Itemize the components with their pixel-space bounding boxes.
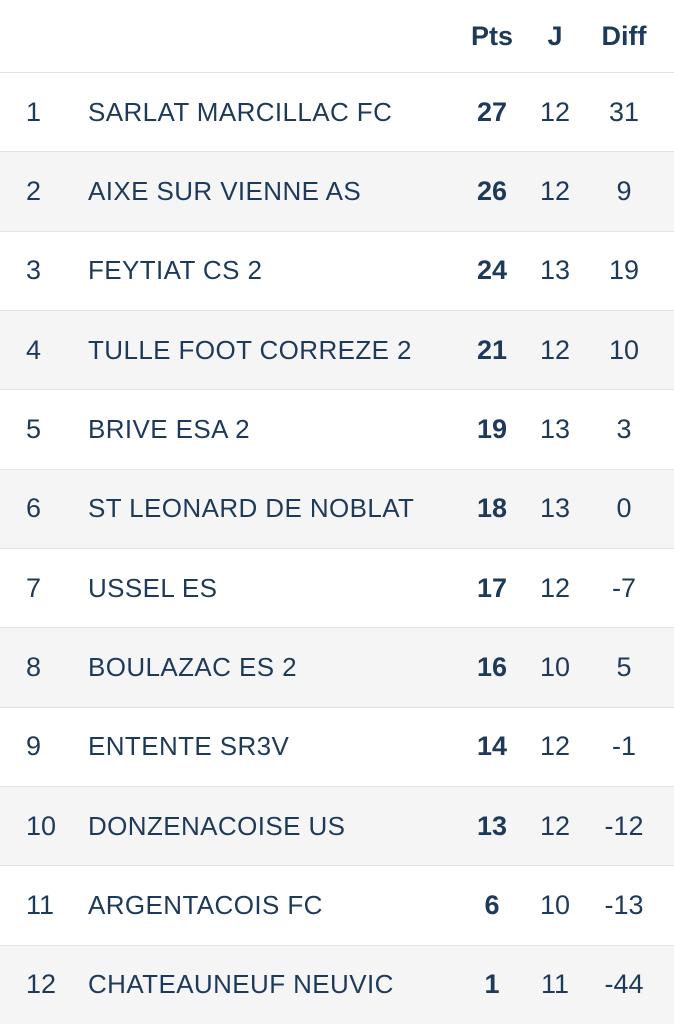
diff-cell: 9: [616, 175, 632, 206]
team-name-cell: AIXE SUR VIENNE AS: [88, 175, 362, 206]
diff-cell: 5: [616, 651, 632, 682]
rank-cell: 7: [26, 572, 42, 603]
team-row[interactable]: 4 TULLE FOOT CORREZE 2 21 12 10: [0, 309, 674, 390]
played-cell: 12: [539, 731, 571, 762]
team-row[interactable]: 1 SARLAT MARCILLAC FC 27 12 31: [0, 72, 674, 151]
rank-cell: 12: [26, 969, 57, 1000]
team-row[interactable]: 5 BRIVE ESA 2 19 13 3: [0, 389, 674, 468]
header-diff: Diff: [601, 20, 647, 51]
team-name-cell: SARLAT MARCILLAC FC: [88, 96, 393, 127]
team-name-cell: CHATEAUNEUF NEUVIC: [88, 969, 394, 1000]
diff-cell: 31: [608, 96, 640, 127]
diff-cell: 10: [608, 334, 640, 365]
played-cell: 10: [539, 651, 571, 682]
team-name-cell: ST LEONARD DE NOBLAT: [88, 493, 415, 524]
team-name-cell: DONZENACOISE US: [88, 810, 346, 841]
rank-cell: 10: [26, 810, 57, 841]
points-cell: 13: [476, 810, 508, 841]
points-cell: 27: [476, 96, 508, 127]
header-played: J: [547, 20, 563, 51]
points-cell: 14: [476, 731, 508, 762]
team-row[interactable]: 10 DONZENACOISE US 13 12 -12: [0, 785, 674, 866]
header-points: Pts: [470, 20, 514, 51]
team-row[interactable]: 7 USSEL ES 17 12 -7: [0, 547, 674, 627]
rank-cell: 1: [26, 96, 42, 127]
rank-cell: 2: [26, 175, 42, 206]
team-row[interactable]: 8 BOULAZAC ES 2 16 10 5: [0, 627, 674, 707]
played-cell: 11: [540, 969, 570, 1000]
rank-cell: 6: [26, 493, 42, 524]
diff-cell: 19: [608, 255, 640, 286]
diff-cell: -44: [604, 969, 644, 1000]
diff-cell: 0: [616, 493, 632, 524]
points-cell: 17: [476, 572, 508, 603]
points-cell: 21: [476, 334, 508, 365]
rank-cell: 3: [26, 255, 42, 286]
diff-cell: 3: [616, 413, 632, 444]
diff-cell: -7: [611, 572, 636, 603]
team-row[interactable]: 12 CHATEAUNEUF NEUVIC 1 11 -44: [0, 944, 674, 1024]
played-cell: 12: [539, 96, 571, 127]
diff-cell: -13: [604, 889, 644, 920]
played-cell: 13: [539, 493, 571, 524]
played-cell: 13: [539, 413, 571, 444]
rank-cell: 9: [26, 731, 42, 762]
rank-cell: 4: [26, 334, 42, 365]
team-row[interactable]: 6 ST LEONARD DE NOBLAT 18 13 0: [0, 468, 674, 548]
team-row[interactable]: 9 ENTENTE SR3V 14 12 -1: [0, 706, 674, 786]
diff-cell: -1: [611, 731, 636, 762]
team-row[interactable]: 11 ARGENTACOIS FC 6 10 -13: [0, 865, 674, 944]
points-cell: 26: [476, 175, 508, 206]
points-cell: 24: [476, 255, 508, 286]
played-cell: 10: [539, 889, 571, 920]
points-cell: 18: [476, 493, 508, 524]
team-name-cell: ARGENTACOIS FC: [88, 889, 323, 920]
played-cell: 12: [539, 334, 571, 365]
team-name-cell: FEYTIAT CS 2: [88, 255, 263, 286]
team-name-cell: BOULAZAC ES 2: [88, 651, 297, 682]
team-row[interactable]: 2 AIXE SUR VIENNE AS 26 12 9: [0, 151, 674, 231]
points-cell: 6: [484, 889, 500, 920]
rank-cell: 5: [26, 413, 42, 444]
played-cell: 12: [539, 810, 571, 841]
points-cell: 19: [476, 413, 508, 444]
team-name-cell: ENTENTE SR3V: [88, 731, 290, 762]
team-row[interactable]: 3 FEYTIAT CS 2 24 13 19: [0, 230, 674, 310]
diff-cell: -12: [604, 810, 644, 841]
played-cell: 12: [539, 572, 571, 603]
points-cell: 1: [484, 969, 500, 1000]
points-cell: 16: [476, 651, 508, 682]
team-name-cell: BRIVE ESA 2: [88, 413, 250, 444]
rank-cell: 8: [26, 651, 42, 682]
team-name-cell: USSEL ES: [88, 572, 218, 603]
played-cell: 13: [539, 255, 571, 286]
team-name-cell: TULLE FOOT CORREZE 2: [88, 334, 412, 365]
rank-cell: 11: [26, 889, 55, 920]
played-cell: 12: [539, 175, 571, 206]
standings-header-row: Pts J Diff: [0, 0, 674, 72]
